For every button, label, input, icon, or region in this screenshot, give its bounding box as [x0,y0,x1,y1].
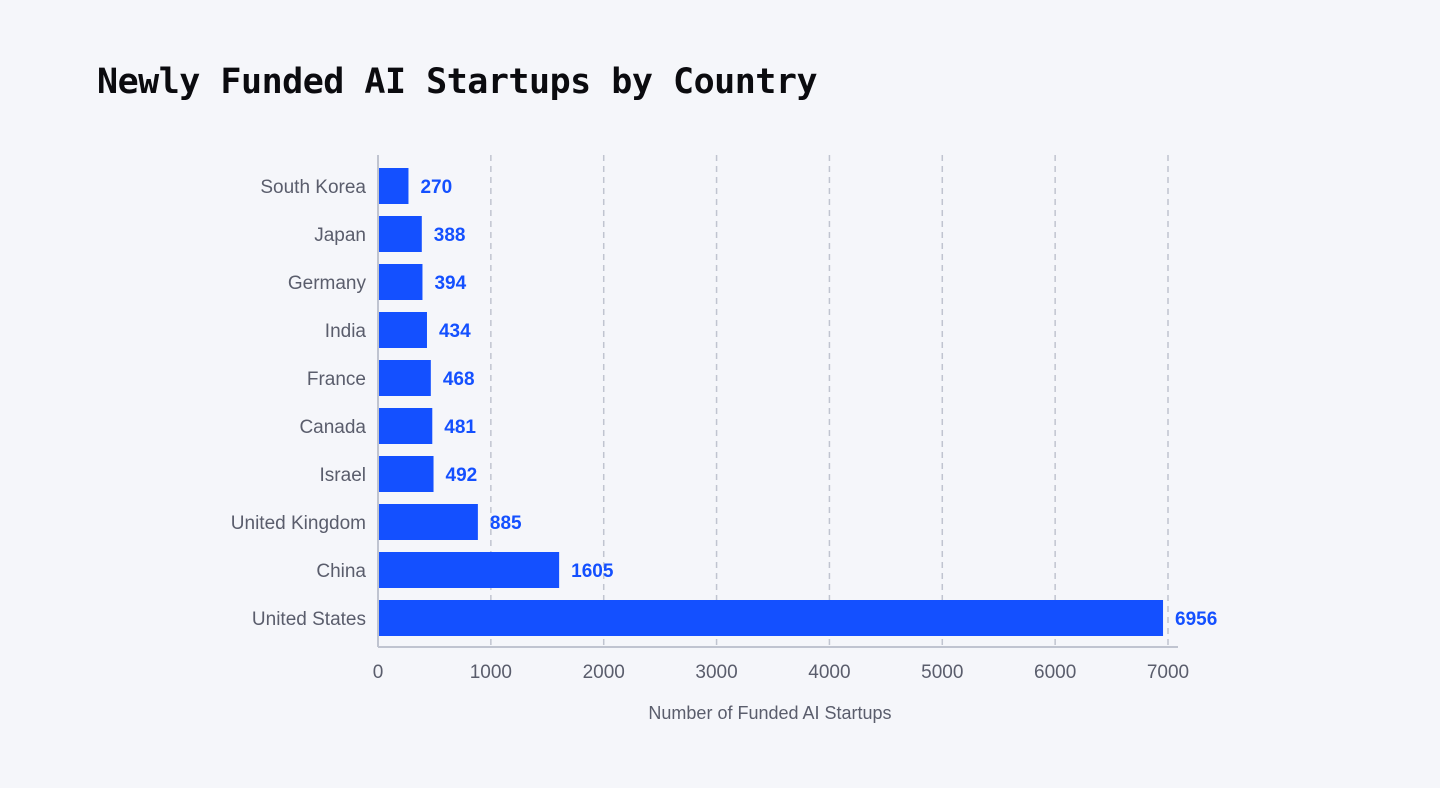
bar [379,600,1164,636]
bar [379,552,560,588]
x-axis-label: Number of Funded AI Startups [648,703,891,723]
y-tick-label: Germany [288,273,367,294]
data-label: 885 [490,513,522,534]
y-tick-label: Israel [320,465,366,486]
bar [379,408,433,444]
x-tick-label: 1000 [470,662,512,683]
x-tick-label: 0 [373,662,384,683]
bar [379,456,434,492]
y-tick-label: Japan [314,225,366,246]
bar [379,264,423,300]
data-label: 394 [434,273,466,294]
y-tick-label: South Korea [260,177,366,198]
data-label: 481 [444,417,476,438]
bar [379,504,478,540]
x-tick-label: 6000 [1034,662,1076,683]
x-tick-label: 7000 [1147,662,1189,683]
y-tick-label: France [307,369,366,390]
data-label: 1605 [571,561,614,582]
y-tick-label: United Kingdom [231,513,366,534]
y-tick-label: United States [252,609,366,630]
bar [379,216,422,252]
bar [379,312,427,348]
data-label: 468 [443,369,475,390]
bar [379,360,431,396]
x-tick-label: 4000 [808,662,850,683]
data-label: 388 [434,225,466,246]
bar [379,168,409,204]
y-tick-label: China [316,561,366,582]
y-tick-label: Canada [299,417,366,438]
data-label: 270 [420,177,452,198]
data-label: 6956 [1175,609,1217,630]
data-label: 434 [439,321,471,342]
y-tick-label: India [325,321,367,342]
x-tick-label: 3000 [695,662,737,683]
data-label: 492 [446,465,478,486]
x-tick-label: 2000 [583,662,625,683]
chart-title: Newly Funded AI Startups by Country [97,62,818,102]
x-tick-label: 5000 [921,662,963,683]
